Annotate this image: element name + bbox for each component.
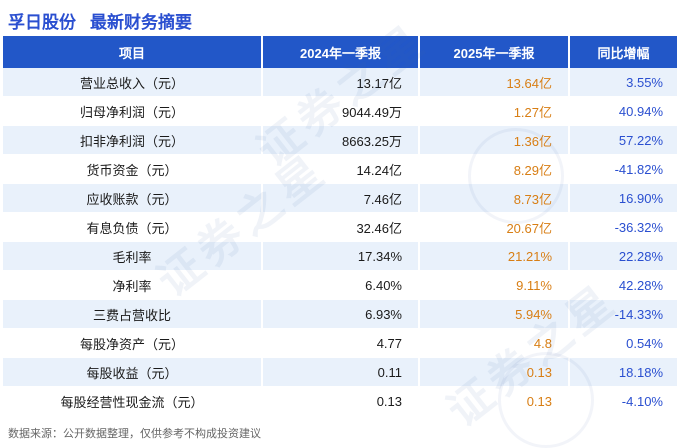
row-value: 13.17亿 [263, 68, 420, 97]
row-item-label: 营业总收入（元） [3, 68, 263, 97]
row-item-label: 归母净利润（元） [3, 97, 263, 126]
table-row: 每股收益（元） 0.11 0.13 18.18% [3, 358, 677, 387]
row-value: 14.24亿 [263, 155, 420, 184]
row-item-label: 毛利率 [3, 242, 263, 271]
table-row: 扣非净利润（元） 8663.25万 1.36亿 57.22% [3, 126, 677, 155]
row-value: 18.18% [570, 358, 677, 387]
header-2025-q1: 2025年一季报 [420, 36, 570, 68]
row-item-label: 应收账款（元） [3, 184, 263, 213]
page-title: 孚日股份 最新财务摘要 [8, 8, 192, 33]
row-value: 1.36亿 [420, 126, 570, 155]
row-value: 40.94% [570, 97, 677, 126]
row-value: 3.55% [570, 68, 677, 97]
header-item: 项目 [3, 36, 263, 68]
table-row: 应收账款（元） 7.46亿 8.73亿 16.90% [3, 184, 677, 213]
row-value: 8663.25万 [263, 126, 420, 155]
stock-name: 孚日股份 [8, 13, 76, 32]
row-value: 20.67亿 [420, 213, 570, 242]
table-header-row: 项目 2024年一季报 2025年一季报 同比增幅 [3, 36, 677, 68]
row-value: 9.11% [420, 271, 570, 300]
row-value: 7.46亿 [263, 184, 420, 213]
table-row: 每股经营性现金流（元） 0.13 0.13 -4.10% [3, 387, 677, 416]
row-value: 57.22% [570, 126, 677, 155]
row-item-label: 有息负债（元） [3, 213, 263, 242]
row-value: 1.27亿 [420, 97, 570, 126]
row-item-label: 扣非净利润（元） [3, 126, 263, 155]
row-value: 6.93% [263, 300, 420, 329]
row-value: -36.32% [570, 213, 677, 242]
row-value: 0.13 [263, 387, 420, 416]
row-item-label: 货币资金（元） [3, 155, 263, 184]
row-item-label: 每股净资产（元） [3, 329, 263, 358]
row-value: 8.73亿 [420, 184, 570, 213]
row-value: 32.46亿 [263, 213, 420, 242]
row-value: 13.64亿 [420, 68, 570, 97]
table-row: 有息负债（元） 32.46亿 20.67亿 -36.32% [3, 213, 677, 242]
row-value: 21.21% [420, 242, 570, 271]
table-body: 营业总收入（元） 13.17亿 13.64亿 3.55% 归母净利润（元） 9044.49… [3, 68, 677, 416]
financial-summary-table: 项目 2024年一季报 2025年一季报 同比增幅 营业总收入（元） 13.17亿… [3, 36, 677, 416]
row-item-label: 每股收益（元） [3, 358, 263, 387]
table-row: 毛利率 17.34% 21.21% 22.28% [3, 242, 677, 271]
row-value: 4.77 [263, 329, 420, 358]
row-value: 9044.49万 [263, 97, 420, 126]
row-value: 22.28% [570, 242, 677, 271]
table-row: 净利率 6.40% 9.11% 42.28% [3, 271, 677, 300]
row-item-label: 每股经营性现金流（元） [3, 387, 263, 416]
report-title: 最新财务摘要 [90, 13, 192, 32]
row-item-label: 三费占营收比 [3, 300, 263, 329]
row-value: 4.8 [420, 329, 570, 358]
data-source-note: 数据来源：公开数据整理，仅供参考不构成投资建议 [8, 428, 261, 440]
header-yoy-growth: 同比增幅 [570, 36, 677, 68]
row-value: 17.34% [263, 242, 420, 271]
row-value: 0.13 [420, 358, 570, 387]
table-row: 三费占营收比 6.93% 5.94% -14.33% [3, 300, 677, 329]
table-row: 每股净资产（元） 4.77 4.8 0.54% [3, 329, 677, 358]
header-2024-q1: 2024年一季报 [263, 36, 420, 68]
row-value: 8.29亿 [420, 155, 570, 184]
row-item-label: 净利率 [3, 271, 263, 300]
row-value: -14.33% [570, 300, 677, 329]
table-row: 归母净利润（元） 9044.49万 1.27亿 40.94% [3, 97, 677, 126]
row-value: 16.90% [570, 184, 677, 213]
row-value: 0.11 [263, 358, 420, 387]
table-row: 营业总收入（元） 13.17亿 13.64亿 3.55% [3, 68, 677, 97]
row-value: -41.82% [570, 155, 677, 184]
row-value: 6.40% [263, 271, 420, 300]
row-value: 0.54% [570, 329, 677, 358]
table-row: 货币资金（元） 14.24亿 8.29亿 -41.82% [3, 155, 677, 184]
row-value: 0.13 [420, 387, 570, 416]
row-value: 5.94% [420, 300, 570, 329]
row-value: -4.10% [570, 387, 677, 416]
row-value: 42.28% [570, 271, 677, 300]
